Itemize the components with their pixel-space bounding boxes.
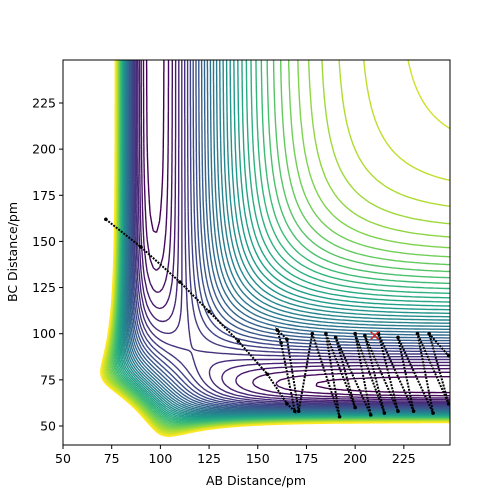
contour-line [135,60,450,404]
start-marker [370,331,380,341]
y-tick-label: 100 [32,326,56,341]
trajectory-point [275,328,280,332]
trajectory-point [337,414,342,419]
contour-line [134,60,450,405]
trajectory-point [396,409,400,414]
trajectory-point [265,372,270,377]
trajectory-point [353,331,357,336]
trajectory-point [353,405,357,410]
plot-frame [62,59,451,446]
y-tick-label: 75 [40,372,56,387]
y-tick-label: 125 [32,280,56,295]
y-tick-label: 175 [32,188,56,203]
x-tick-label: 225 [392,451,416,466]
trajectory-point [324,331,328,336]
contour-line [106,60,450,431]
trajectory-point [446,402,450,406]
trajectory-point [104,217,108,222]
x-tick-label: 175 [295,451,319,466]
trajectory-point [368,413,373,417]
x-tick-label: 125 [197,451,221,466]
trajectory-point [178,280,182,284]
trajectory-point [333,335,338,340]
contour-line [100,60,450,437]
trajectory-point [285,402,289,406]
contour-line [124,60,450,415]
x-tick-label: 50 [55,451,71,466]
trajectory-point [415,331,420,336]
trajectory-point [411,409,416,414]
y-axis-label: BC Distance/pm [5,202,20,302]
trajectory-point [382,411,387,415]
contour-line [137,60,450,402]
trajectory-point [446,354,450,358]
trajectory-point [139,245,143,249]
contour-line [104,60,450,433]
trajectory-point [292,409,297,414]
y-tick-label: 150 [32,234,56,249]
trajectory-line [105,218,450,418]
contour-layer [100,60,450,437]
trajectory-point [285,337,289,342]
trajectory-point [310,331,315,336]
trajectory-point [363,333,367,338]
trajectory-point [427,331,431,336]
contour-line [145,60,450,394]
x-tick-label: 150 [246,451,270,466]
trajectory-point [279,341,283,345]
x-tick-label: 75 [104,451,120,466]
trajectory-point [396,335,400,340]
x-tick-label: 100 [148,451,172,466]
trajectory-point [207,309,211,314]
trajectory-point [296,409,301,414]
trajectory-layer [104,217,450,419]
contour-line [140,60,450,399]
x-tick-label: 200 [343,451,367,466]
y-tick-label: 225 [32,96,56,111]
contour-line [142,60,450,397]
contour-line [138,60,450,401]
trajectory-point [431,411,435,415]
y-tick-label: 50 [40,418,56,433]
x-axis-label: AB Distance/pm [206,473,306,488]
trajectory-point [236,339,241,343]
y-tick-label: 200 [32,142,56,157]
